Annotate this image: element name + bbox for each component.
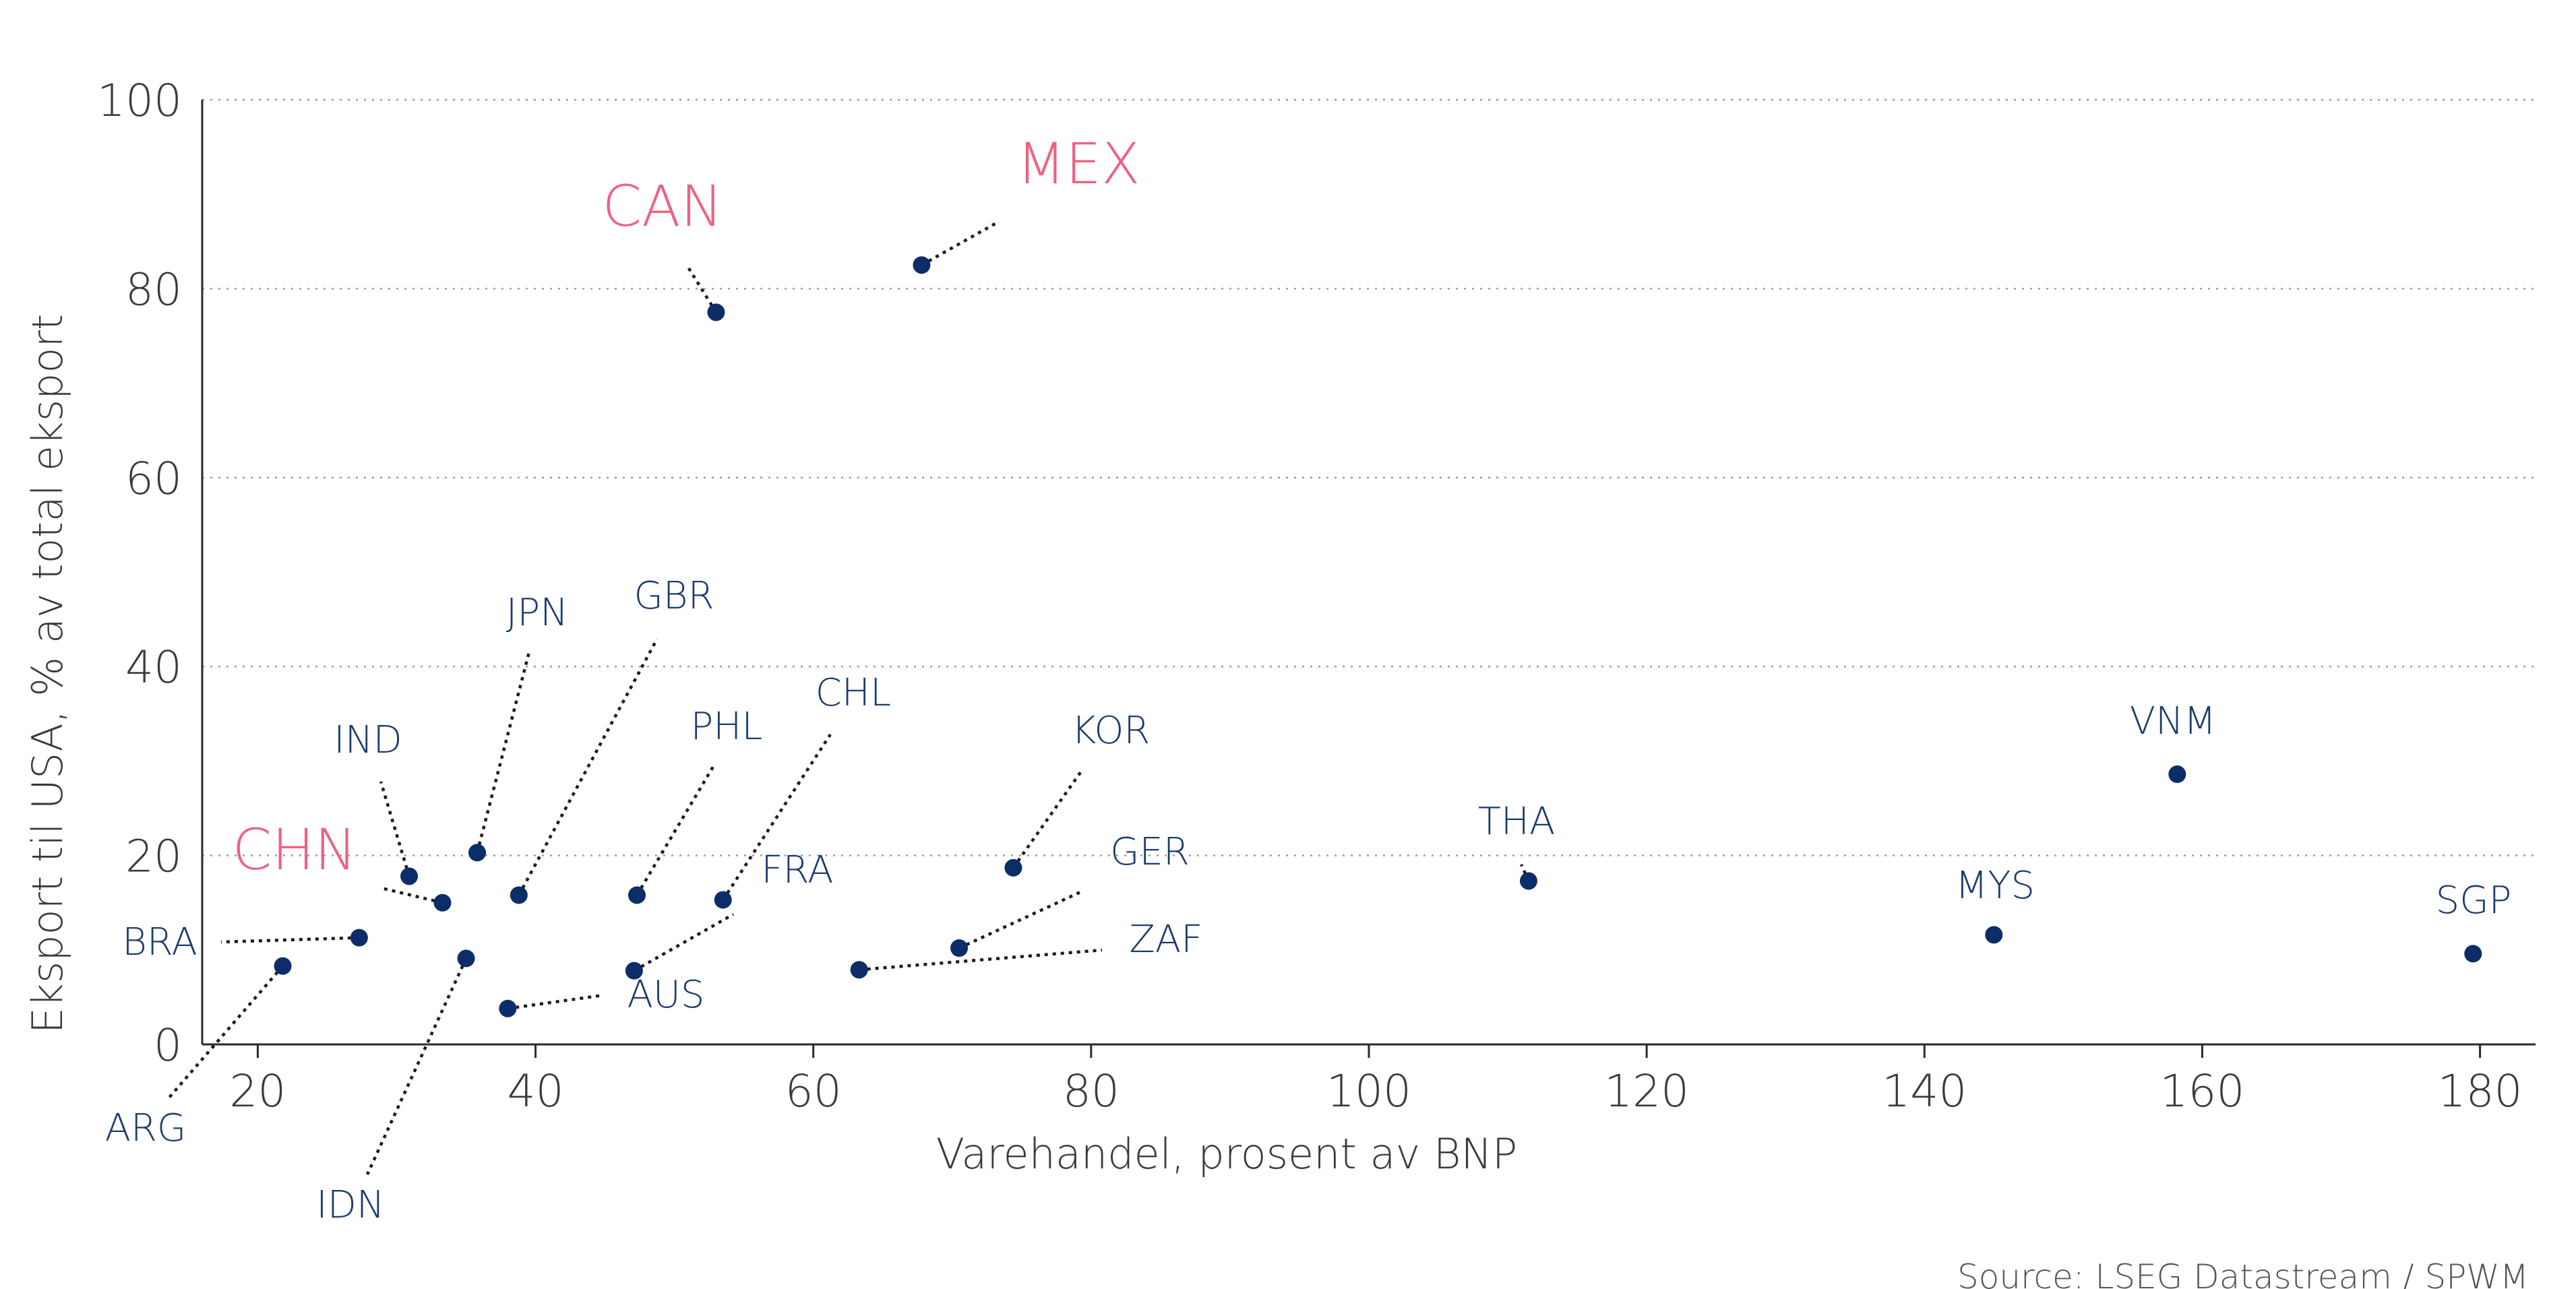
point-label-chn: CHN bbox=[233, 817, 357, 883]
point-label-bra: BRA bbox=[122, 920, 197, 964]
leader-line-ger bbox=[958, 889, 1082, 950]
point-label-zaf: ZAF bbox=[1130, 918, 1203, 962]
y-tick-label: 100 bbox=[97, 75, 182, 127]
point-label-vnm: VNM bbox=[2130, 699, 2217, 743]
point-chn bbox=[433, 893, 452, 912]
x-tick-label: 60 bbox=[785, 1065, 842, 1117]
x-tick-label: 120 bbox=[1604, 1065, 1689, 1117]
leader-line-aus bbox=[508, 993, 604, 1010]
point-label-ind: IND bbox=[334, 718, 402, 762]
point-mex bbox=[913, 256, 931, 274]
point-zaf bbox=[850, 961, 868, 979]
point-jpn bbox=[468, 844, 487, 862]
point-ind bbox=[400, 867, 419, 885]
y-tick-label: 40 bbox=[125, 641, 182, 693]
leader-lines bbox=[167, 221, 1531, 1175]
leader-line-arg bbox=[167, 965, 284, 1100]
y-tick-label: 80 bbox=[125, 263, 182, 315]
leader-line-bra bbox=[220, 936, 359, 944]
point-bra bbox=[350, 929, 368, 947]
point-label-gbr: GBR bbox=[634, 574, 714, 618]
leader-line-ind bbox=[379, 781, 411, 877]
point-label-arg: ARG bbox=[105, 1106, 187, 1150]
leader-line-zaf bbox=[859, 948, 1103, 972]
point-mys bbox=[1985, 926, 2003, 944]
x-tick-label: 160 bbox=[2159, 1065, 2244, 1117]
point-label-tha: THA bbox=[1478, 800, 1556, 844]
x-tick-label: 100 bbox=[1326, 1065, 1411, 1117]
point-label-jpn: JPN bbox=[506, 591, 568, 635]
point-label-aus: AUS bbox=[627, 973, 705, 1017]
x-axis-title: Varehandel, prosent av BNP bbox=[936, 1129, 1518, 1178]
gridlines bbox=[202, 98, 2536, 856]
leader-line-phl bbox=[636, 765, 714, 896]
leader-line-chn bbox=[381, 886, 443, 904]
leader-line-idn bbox=[365, 957, 468, 1175]
leader-line-gbr bbox=[517, 637, 658, 896]
x-tick-label: 140 bbox=[1882, 1065, 1967, 1117]
point-sgp bbox=[2464, 945, 2482, 963]
axes: 0 20 40 60 80 100 20 40 60 80 100 120 140 160 180 bbox=[97, 75, 2536, 1117]
point-ger bbox=[950, 939, 969, 957]
leader-line-mex bbox=[921, 221, 999, 267]
point-label-ger: GER bbox=[1110, 830, 1190, 874]
point-label-kor: KOR bbox=[1072, 709, 1151, 753]
point-label-chl: CHL bbox=[816, 671, 891, 715]
point-fra bbox=[625, 962, 643, 980]
x-tick-label: 40 bbox=[508, 1065, 564, 1117]
y-axis-title: Eksport til USA, % av total eksport bbox=[23, 314, 72, 1034]
point-can bbox=[707, 303, 725, 321]
point-phl bbox=[628, 886, 646, 904]
y-tick-label: 60 bbox=[125, 453, 182, 505]
x-tick-label: 20 bbox=[229, 1065, 286, 1117]
point-labels: CAN MEX CHN JPN GBR IND PHL CHL FRA AUS BRA ARG IDN K… bbox=[105, 131, 2512, 1227]
point-idn bbox=[457, 949, 475, 968]
leader-line-fra bbox=[633, 913, 735, 972]
point-aus bbox=[499, 999, 517, 1017]
point-label-mex: MEX bbox=[1016, 131, 1140, 197]
source-note: Source: LSEG Datastream / SPWM bbox=[1957, 1257, 2529, 1289]
point-arg bbox=[274, 957, 292, 975]
point-label-phl: PHL bbox=[690, 705, 762, 749]
y-tick-label: 20 bbox=[125, 831, 182, 883]
point-tha bbox=[1519, 872, 1537, 890]
x-tick-label: 180 bbox=[2438, 1065, 2523, 1117]
point-gbr bbox=[510, 886, 528, 904]
point-vnm bbox=[2168, 765, 2186, 784]
leader-line-chl bbox=[721, 733, 832, 901]
leader-line-kor bbox=[1012, 770, 1082, 869]
point-label-sgp: SGP bbox=[2436, 879, 2512, 922]
point-label-mys: MYS bbox=[1955, 864, 2035, 908]
point-chl bbox=[714, 891, 732, 909]
point-label-can: CAN bbox=[603, 173, 723, 239]
data-points bbox=[274, 256, 2482, 1017]
point-label-fra: FRA bbox=[761, 848, 833, 892]
y-tick-label: 0 bbox=[154, 1019, 182, 1071]
leader-line-jpn bbox=[475, 652, 531, 853]
point-kor bbox=[1004, 858, 1022, 877]
point-label-idn: IDN bbox=[316, 1183, 385, 1227]
leader-line-can bbox=[686, 265, 718, 313]
x-tick-label: 80 bbox=[1063, 1065, 1120, 1117]
